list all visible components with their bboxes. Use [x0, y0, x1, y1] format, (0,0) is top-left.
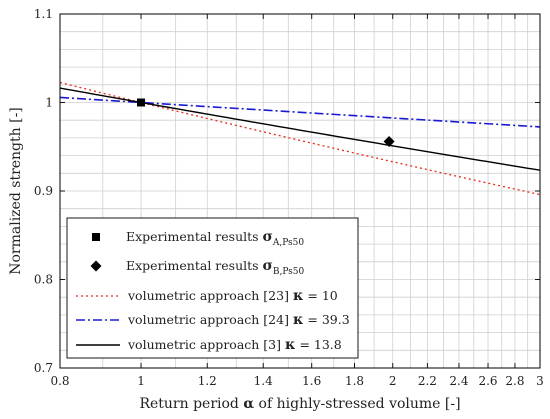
legend-diamond-marker — [90, 260, 102, 272]
x-axis-title-part2: of highly-stressed volume [-] — [254, 396, 460, 412]
point-layer — [137, 98, 395, 147]
legend-entry-value: = 39.3 — [303, 312, 349, 327]
square-marker — [137, 98, 146, 107]
legend-entry-kappa: κ — [285, 337, 296, 353]
x-tick-label: 1.8 — [345, 374, 364, 388]
legend-entry-text: volumetric approach [23] — [127, 288, 293, 303]
series-line-0 — [59, 81, 541, 196]
series-line-2 — [59, 87, 541, 171]
legend-entry-label: volumetric approach [3] κ = 13.8 — [127, 337, 342, 353]
y-tick-label: 1.1 — [34, 7, 53, 21]
legend-entry-sigma: σ — [263, 229, 273, 245]
x-tick-label: 2.2 — [418, 374, 437, 388]
x-tick-label: 2.4 — [449, 374, 468, 388]
legend-entry-text: Experimental results — [126, 229, 263, 244]
y-tick-label: 1 — [45, 96, 53, 110]
legend-entry-subscript: B,Ps50 — [273, 267, 305, 277]
legend-entry-sigma: σ — [263, 258, 273, 274]
legend-entry-subscript: A,Ps50 — [272, 238, 305, 248]
legend-entry-kappa: κ — [293, 288, 304, 304]
legend-entry-text: Experimental results — [126, 258, 263, 273]
series-layer — [59, 81, 541, 196]
axis-ticks: 0.8 1 1.2 1.4 1.6 1.8 2 2.2 2.4 2.6 2.8 30.70.80.91… — [34, 7, 544, 388]
y-tick-label: 0.8 — [34, 273, 53, 287]
legend-entry-text: volumetric approach [24] — [127, 312, 293, 327]
legend-entry-text: volumetric approach [3] — [127, 337, 285, 352]
x-tick-label: 0.8 — [50, 374, 69, 388]
legend: Experimental results σA,Ps50Experimental… — [66, 217, 359, 359]
legend-entry-label: Experimental results σB,Ps50 — [126, 258, 305, 277]
x-tick-label: 2.6 — [478, 374, 497, 388]
legend-entry-kappa: κ — [293, 312, 304, 328]
x-tick-label: 1.4 — [254, 374, 273, 388]
y-axis-title: Normalized strength [-] — [8, 107, 24, 275]
diamond-marker — [383, 135, 395, 147]
y-tick-label: 0.9 — [34, 184, 53, 198]
legend-box — [66, 217, 359, 359]
x-axis-title-part1: Return period — [139, 396, 243, 412]
y-tick-label: 0.7 — [34, 361, 53, 375]
legend-entry-value: = 13.8 — [295, 337, 341, 352]
x-axis-title: Return period α of highly-stressed volum… — [139, 396, 460, 412]
legend-entry-value: = 10 — [303, 288, 337, 303]
series-line-1 — [59, 96, 541, 128]
x-tick-label: 1.6 — [302, 374, 321, 388]
legend-entry-label: Experimental results σA,Ps50 — [126, 229, 304, 248]
legend-square-marker — [92, 233, 100, 241]
x-tick-label: 1.2 — [198, 374, 217, 388]
legend-entry-label: volumetric approach [24] κ = 39.3 — [127, 312, 350, 328]
legend-entry-label: volumetric approach [23] κ = 10 — [127, 288, 338, 304]
x-axis-title-alpha: α — [243, 396, 254, 412]
x-tick-label: 2.8 — [505, 374, 524, 388]
x-tick-label: 2 — [389, 374, 397, 388]
x-tick-label: 1 — [137, 374, 145, 388]
x-tick-label: 3 — [536, 374, 544, 388]
